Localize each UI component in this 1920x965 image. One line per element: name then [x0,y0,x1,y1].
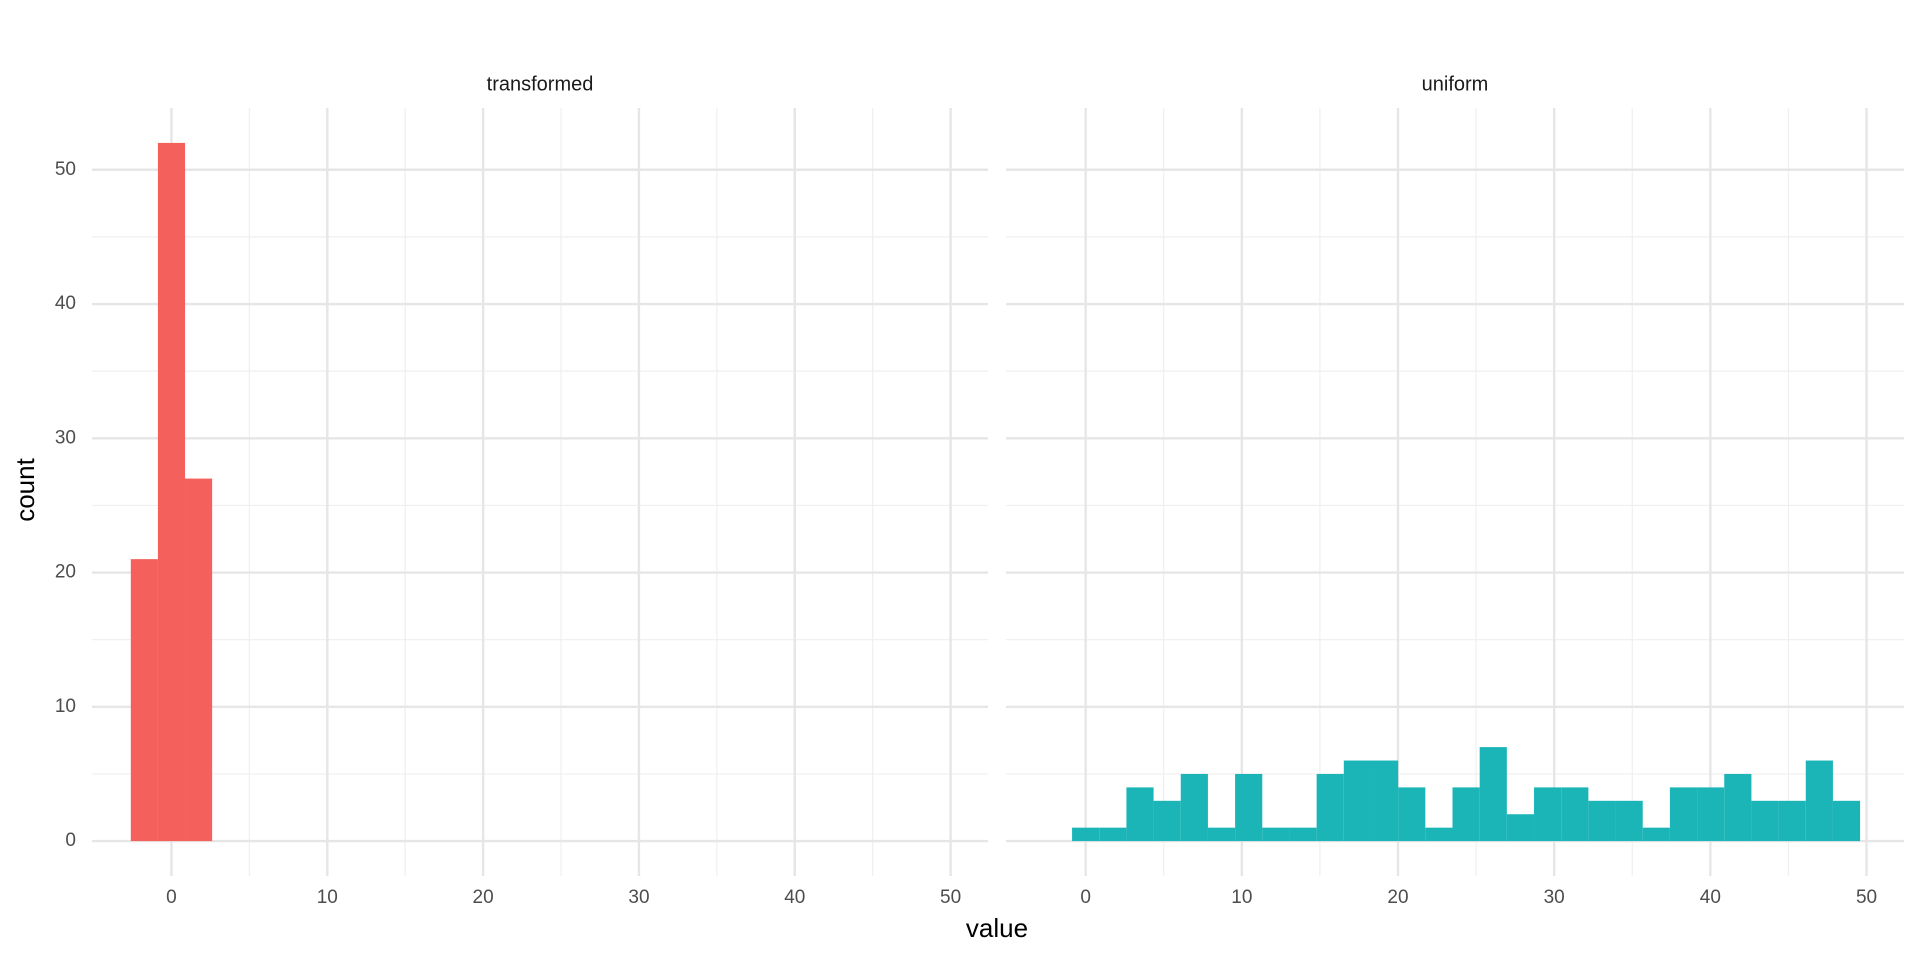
histogram-bar [185,478,213,842]
x-tick-label: 50 [1856,887,1877,908]
x-tick-label: 10 [317,887,338,908]
histogram-bar [1832,800,1861,842]
histogram-bar [1398,787,1426,842]
facet-title: uniform [1422,73,1489,95]
x-tick-label: 0 [166,887,177,908]
y-tick-label: 10 [55,696,76,717]
facet-title: transformed [487,73,594,95]
y-axis-title: count [10,457,40,521]
x-axis-title: value [966,913,1028,943]
histogram-bar [1669,787,1698,842]
y-tick-label: 50 [55,159,76,180]
y-tick-label: 40 [55,293,76,314]
histogram-bar [1425,827,1453,842]
x-tick-label: 20 [1387,887,1408,908]
histogram-bar [1343,760,1371,842]
histogram-bar [1126,787,1154,842]
histogram-bar [1153,800,1181,842]
histogram-bar [1262,827,1290,842]
histogram-bar [1452,787,1480,842]
histogram-bar [1805,760,1833,842]
x-tick-label: 0 [1080,887,1091,908]
histogram-bar [1316,773,1344,842]
y-tick-label: 0 [65,830,76,851]
y-tick-label: 20 [55,562,76,583]
histogram-bar [1724,773,1752,842]
histogram-bar [1207,827,1236,842]
histogram-bar [1370,760,1399,842]
histogram-bar [130,559,158,842]
histogram-bar [1099,827,1127,842]
histogram-bar [1506,814,1535,842]
x-tick-label: 50 [940,887,961,908]
histogram-bar [157,142,186,842]
x-tick-label: 10 [1231,887,1252,908]
histogram-bar [1751,800,1779,842]
histogram-bar [1289,827,1317,842]
x-tick-label: 20 [473,887,494,908]
x-tick-label: 30 [628,887,649,908]
histogram-bar [1235,773,1263,842]
histogram-bar [1642,827,1670,842]
histogram-bar [1180,773,1208,842]
x-tick-label: 40 [784,887,805,908]
histogram-bar [1588,800,1616,842]
histogram-bar [1072,827,1100,842]
y-tick-label: 30 [55,427,76,448]
histogram-bar [1534,787,1562,842]
histogram-bar [1697,787,1725,842]
histogram-bar [1561,787,1589,842]
histogram-bar [1615,800,1643,842]
histogram-bar [1778,800,1806,842]
x-tick-label: 30 [1544,887,1565,908]
x-tick-label: 40 [1700,887,1721,908]
histogram-bar [1479,747,1507,842]
